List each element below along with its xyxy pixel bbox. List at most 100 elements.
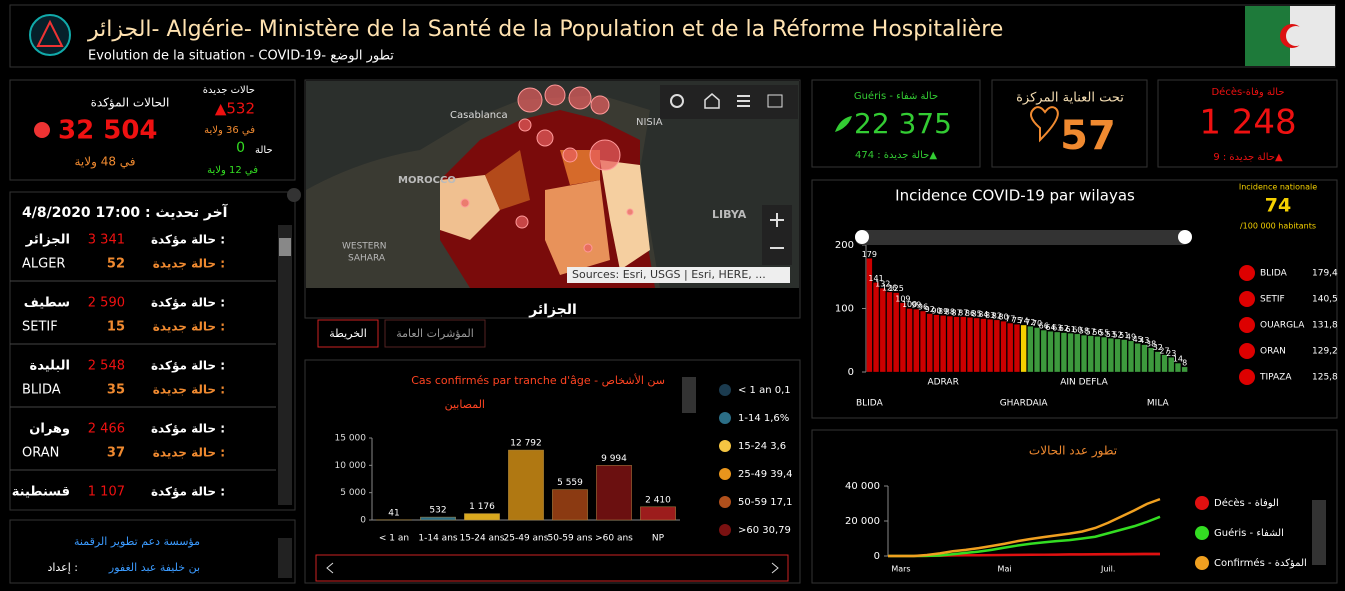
recovered-label: Guéris - حالة شفاء [854,90,938,102]
bubble [583,243,593,253]
value-label: 58 [1079,327,1089,336]
legend-entry: >60 30,79 [738,525,791,536]
zero-label: حالة [255,145,273,156]
value-label: 141 [868,274,883,283]
bubble [515,215,529,229]
confirmed-count: 2 548 [88,359,125,374]
x-tick-label: < 1 an [379,534,409,544]
icu-panel [991,79,1148,168]
ranking-dot [1239,369,1255,385]
bar [926,313,933,373]
trend-chart: تطور عدد الحالات 0 20 000 40 000 Mars Mai Juil… [845,444,1307,574]
home-button[interactable] [704,93,720,109]
zero-sub: في 12 ولاية [207,165,258,176]
chart-title: المصابين [445,398,485,411]
value-label: 23 [1166,349,1176,358]
wilaya-fr: SETIF [22,320,58,335]
confirmed-count: 2 466 [88,422,125,437]
x-tick-label: Mai [998,565,1012,574]
confirmed-label: الحالات المؤكدة [91,96,170,111]
bar [1107,338,1114,373]
value-label: 85 [972,310,982,319]
prev-button[interactable] [326,562,334,574]
deaths-panel [1157,79,1338,168]
bubble [568,86,592,110]
ranking-value: 140,5 [1312,295,1338,305]
value-label: 74 [1019,317,1029,326]
incidence-chart: Incidence COVID-19 par wilayas Incidence … [835,183,1338,409]
map-label: SAHARA [348,254,386,264]
search-button[interactable] [670,94,684,108]
ranking-dot [1239,265,1255,281]
ranking-name: ORAN [1260,347,1286,357]
x-tick-label: ADRAR [927,378,958,388]
bar [980,318,987,373]
value-label: 51 [1119,331,1129,340]
bubble [536,129,554,147]
bar [899,302,906,373]
scrollbar[interactable] [278,225,292,505]
virus-icon [34,122,50,138]
legend-entry: Confirmés - المؤكدة [1214,557,1307,569]
value-label: 92 [925,305,935,314]
bar [508,449,544,521]
region [545,180,610,275]
wilaya-ar: البليدة [30,359,70,374]
value-label: 80 [998,313,1008,322]
expand-button[interactable] [287,188,301,202]
grid-button[interactable] [767,94,783,108]
bubble [460,198,470,208]
bubble [518,118,532,132]
bar [1020,324,1027,373]
legend-entry: Décès - الوفاة [1214,497,1279,509]
zoom-in[interactable] [770,213,784,227]
age-scrollbar[interactable] [682,377,696,413]
tab[interactable] [384,319,486,348]
legend-entry: 1-14 1,6% [738,413,789,424]
credits-scrollbar[interactable] [278,538,292,578]
value-label: 5 559 [557,478,583,488]
zero-value: 0 [236,140,245,156]
bar [596,465,632,521]
trend-scrollbar[interactable] [1312,500,1326,565]
bar [1007,322,1014,373]
bar [1054,331,1061,373]
range-slider[interactable] [855,230,1190,245]
value-label: 87 [951,308,961,317]
value-label: 90 [931,306,941,315]
ranking-value: 125,8 [1312,373,1338,383]
legend-swatch [719,524,731,536]
bar [464,513,500,521]
value-label: 82 [992,311,1002,320]
confirmed-label: حالة مؤكدة : [151,296,225,311]
y-tick-label: 200 [835,240,854,251]
map-title: الجزائر [528,302,577,318]
region [600,160,650,270]
tab-indicators[interactable]: المؤشرات العامة [396,327,474,340]
new-count: 52 [107,257,125,272]
slider-handle[interactable] [1178,230,1192,244]
value-label: 84 [978,310,988,319]
x-tick-label: 15-24 ans [460,534,505,544]
bar [1000,321,1007,373]
legend-entry: Guéris - الشفاء [1214,527,1284,539]
region [440,175,500,240]
y-tick-label: 0 [360,516,366,526]
value-label: 56 [1092,328,1102,337]
y-tick-label: 40 000 [845,481,880,492]
next-button[interactable] [771,562,779,574]
scroll-thumb[interactable] [279,238,291,256]
bar [933,314,940,373]
slider-handle[interactable] [855,230,869,244]
header-title: الجزائر- Algérie- Ministère de la Santé … [87,17,1003,42]
y-tick-label: 20 000 [845,516,880,527]
list-button[interactable] [737,95,750,107]
bar [866,258,873,373]
tab-map[interactable]: الخريطة [329,327,367,340]
tab-active[interactable] [317,319,379,348]
x-tick-label: 50-59 ans [548,534,593,544]
x-tick-label: Mars [891,565,910,574]
legend-swatch [1195,496,1209,510]
wilaya-ar: سطيف [24,296,70,311]
deaths-sub: حالة جديدة : 9▲ [1213,152,1283,163]
